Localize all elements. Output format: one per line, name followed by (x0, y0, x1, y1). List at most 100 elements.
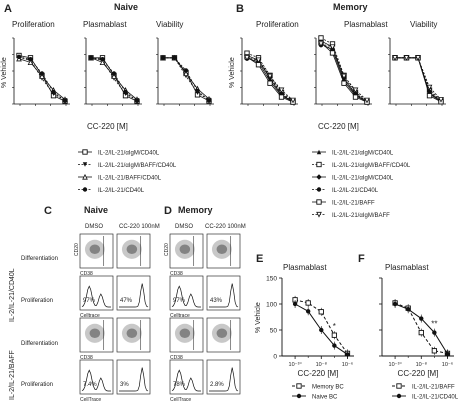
data-point-1-0 (392, 301, 398, 307)
panel-C-dot-cloud-core (89, 328, 101, 339)
small-plot-A1 (12, 37, 70, 106)
panel-B-col-title-2: Plasmablast (344, 20, 388, 29)
panel-D-dot-cloud-core (216, 244, 228, 255)
x-axis-label: CC-220 [M] (298, 369, 339, 378)
panel-C-axis-cd38-2: CD38 (80, 355, 93, 361)
data-point-0-1 (305, 300, 311, 306)
panel-C-axis-cd38: CD38 (80, 271, 93, 277)
legend-label-0: IL-2/IL-21/BAFF (412, 385, 455, 391)
data-point (195, 88, 200, 93)
panel-B-legend-label-1: IL-2/IL-21/αIgM/BAFF/CD40L (332, 163, 411, 169)
panel-C-histogram (81, 285, 112, 308)
data-point (438, 96, 444, 103)
y-tick-label: 150 (266, 276, 277, 283)
series-line-3 (18, 56, 66, 102)
data-point (318, 41, 324, 48)
series-line-0 (395, 57, 442, 102)
panel-letter-C: C (44, 205, 52, 217)
data-point-0-2 (418, 329, 424, 336)
panel-A-legend-label-2: IL-2/IL-21/BAFF/CD40L (98, 176, 162, 182)
panel-A-ylabel: % Vehicle (1, 57, 8, 88)
legend-marker-0 (296, 383, 302, 389)
panel-D-percent-label: 43% (210, 298, 223, 304)
series-line-2 (163, 57, 210, 100)
data-point (341, 80, 347, 86)
panel-D-axis-celltrace2: CellTrace (170, 397, 191, 403)
panel-C-percent-label: 47% (120, 298, 133, 304)
legend-label-1: IL-2/IL-21/CD40L (412, 395, 459, 401)
panel-A-legend-label-0: IL-2/IL-21/αIgM/CD40L (98, 151, 160, 157)
data-point-1-2 (319, 327, 324, 333)
panel-C-percent-label: 3% (120, 382, 129, 388)
panel-B-col-title-3: Viability (410, 20, 437, 29)
data-point (290, 97, 296, 104)
panel-C-percent-label: 7.4% (83, 382, 97, 388)
panel-D-percent-label: 97% (173, 298, 186, 304)
panel-B-legend-label-4: IL-2/IL-21/BAFF (332, 201, 375, 207)
small-plot-B3 (388, 37, 446, 106)
data-point (111, 71, 117, 76)
panel-B-legend-marker-3 (316, 187, 322, 192)
series-line-1 (163, 57, 210, 101)
x-tick-label: 10⁻⁶ (342, 361, 353, 368)
panel-A-legend-marker-1 (82, 162, 88, 167)
panel-B-xlabel: CC-220 [M] (318, 122, 359, 131)
data-point (267, 80, 273, 86)
panel-B-legend: IL-2/IL-21/αIgM/CD40L IL-2/IL-21/αIgM/BAF… (312, 149, 411, 219)
panel-E-chart: 0 50 100 150 10⁻¹⁰ 10⁻⁸ 10⁻⁶ * CC-220 [M] % Vehic… (255, 276, 354, 401)
panel-B-title: Memory (333, 2, 368, 12)
panel-D-cell-3-1 (206, 359, 241, 395)
panel-D-dot-cloud-core (179, 244, 191, 255)
panel-D-histogram (209, 367, 239, 392)
data-point (100, 56, 105, 62)
panel-C-cell-3-1 (116, 359, 151, 395)
series-line-2 (395, 57, 442, 102)
panel-D-dot-cloud-core (216, 328, 228, 339)
series-line-0 (320, 40, 368, 103)
panel-C-row-group-2: IL-2/IL-21/BAFF (9, 350, 16, 400)
panel-C-col-cc220: CC-220 100nM (119, 224, 160, 230)
panel-C-row-label-1: Differentiation (21, 256, 58, 262)
panel-D-histogram (171, 369, 202, 392)
panel-A-legend-marker-3 (82, 187, 88, 192)
data-point (415, 55, 421, 61)
data-point-1-2 (419, 316, 424, 321)
panel-C-row-label-3: Differentiation (21, 341, 58, 347)
panel-F-chart: 10⁻¹⁰ 10⁻⁸ 10⁻⁶ ** CC-220 [M] IL-2/IL-21/BAFF… (379, 277, 459, 401)
panel-B-legend-label-3: IL-2/IL-21/CD40L (332, 188, 379, 194)
panel-A-legend: IL-2/IL-21/αIgM/CD40L IL-2/IL-21/αIgM/BAF… (78, 149, 177, 194)
data-point (244, 55, 250, 61)
panel-C-axis-celltrace2: CellTrace (80, 397, 101, 403)
panel-D-histogram (171, 285, 202, 308)
data-point (39, 71, 45, 76)
panel-D-percent-label: 78% (173, 382, 186, 388)
panel-D-cell-3-0 (169, 359, 204, 395)
panel-D-title: Memory (178, 205, 213, 215)
panel-D-flow-grid: 97% 43% 78% 2.8% CD20 CD38 Celltrace CD38 CellTr… (164, 233, 241, 403)
legend-label-0: Memory BC (312, 385, 344, 391)
legend-label-1: Naive BC (312, 395, 338, 401)
panel-C-row-group-1: IL-2/IL-21/CD40L (9, 268, 16, 322)
data-point (278, 94, 285, 100)
panel-B-legend-marker-1 (316, 161, 322, 168)
panel-D-cell-1-0 (169, 275, 204, 311)
panel-A-legend-marker-2 (82, 173, 88, 180)
data-point (329, 44, 336, 51)
panel-B-legend-label-5: IL-2/IL-21/αIgM/BAFF (332, 213, 390, 219)
data-point (62, 98, 68, 103)
panel-letter-F: F (358, 253, 365, 265)
panel-C-percent-label: 97% (83, 298, 96, 304)
data-point (88, 55, 94, 60)
panel-C-dot-cloud-core (89, 244, 101, 255)
panel-C-axis-celltrace: Celltrace (80, 313, 100, 319)
panel-B-legend-marker-0 (316, 149, 322, 155)
y-tick-label: 50 (270, 328, 278, 335)
data-point-1-4 (345, 352, 350, 357)
data-point (16, 54, 22, 60)
panel-C-dot-cloud-core (126, 328, 138, 339)
data-point (172, 55, 177, 60)
legend-marker-0 (396, 383, 402, 389)
panel-B-legend-label-2: IL-2/IL-21/αIgM/CD40L (332, 176, 394, 182)
data-point (206, 98, 212, 103)
